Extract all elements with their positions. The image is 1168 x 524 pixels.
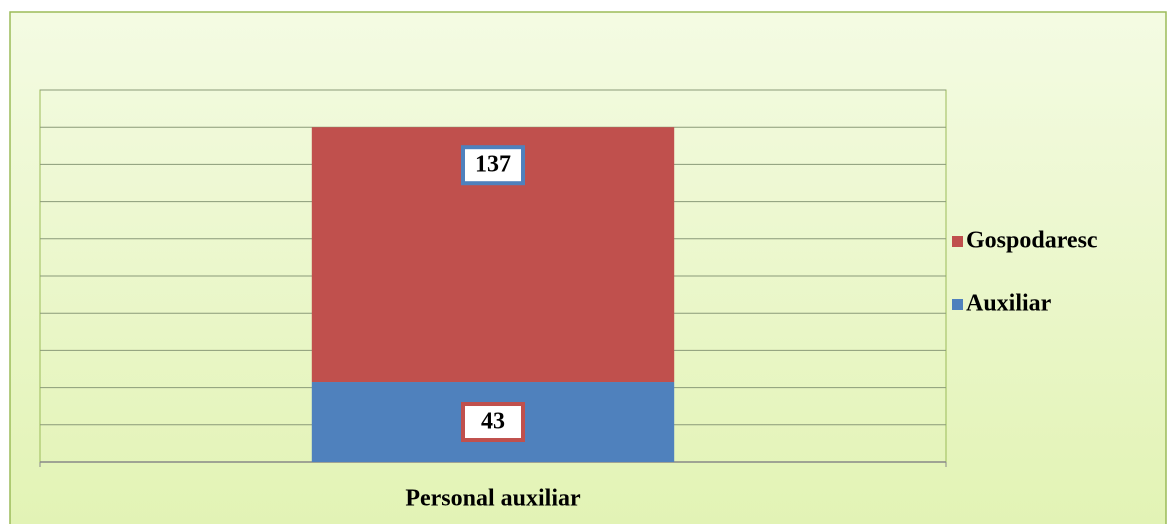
legend-label: Gospodaresc xyxy=(966,228,1098,254)
data-label-box xyxy=(461,402,525,443)
data-label-box xyxy=(461,145,525,186)
data-label: 137 xyxy=(475,152,511,178)
legend-label: Auxiliar xyxy=(966,291,1052,317)
legend-swatch xyxy=(952,299,963,310)
data-label: 43 xyxy=(481,409,505,435)
x-tick-label: Personal auxiliar xyxy=(405,486,581,512)
legend-swatch xyxy=(952,236,963,247)
